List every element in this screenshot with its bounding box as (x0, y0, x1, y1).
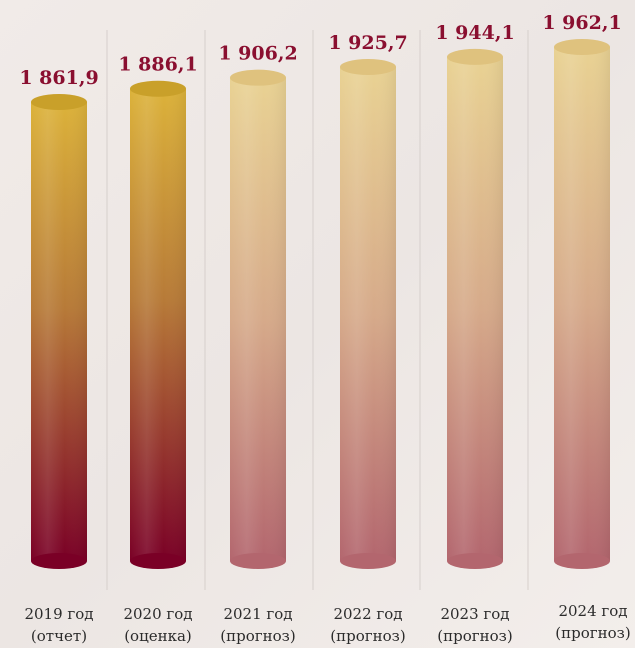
bar-cap (340, 58, 396, 75)
labels-group: 1 861,9 2019 год (отчет) 1 886,1 2020 год (оц… (19, 12, 630, 645)
bar-cap (31, 94, 87, 110)
bars-group (31, 39, 610, 569)
bar-cap (230, 69, 286, 86)
bar-shine (130, 88, 186, 562)
value-label: 1 906,2 (218, 43, 297, 65)
period-type-label: (прогноз) (220, 627, 295, 645)
period-type-label: (прогноз) (330, 627, 405, 645)
bar-shine (31, 102, 87, 561)
bar-shine (447, 56, 503, 561)
bar-2020 (130, 80, 186, 569)
year-label: 2020 год (123, 605, 192, 623)
bar-cap (447, 48, 503, 65)
year-label: 2021 год (223, 605, 292, 623)
year-label: 2023 год (440, 605, 509, 623)
bar-2021 (230, 69, 286, 569)
value-label: 1 925,7 (328, 32, 407, 54)
period-type-label: (прогноз) (555, 624, 630, 642)
bar-2022 (340, 58, 396, 569)
bar-base (340, 553, 396, 569)
bar-base (31, 553, 87, 569)
bar-2019 (31, 94, 87, 569)
period-type-label: (оценка) (124, 627, 192, 645)
bar-base (554, 553, 610, 569)
value-label: 1 861,9 (19, 67, 98, 89)
value-label: 1 944,1 (435, 22, 514, 44)
bar-cap (130, 80, 186, 97)
bar-base (230, 553, 286, 569)
year-label: 2022 год (333, 605, 402, 623)
value-label: 1 962,1 (542, 12, 621, 34)
year-label: 2019 год (24, 605, 93, 623)
year-label: 2024 год (558, 602, 627, 620)
column-separators (106, 30, 529, 590)
period-type-label: (отчет) (31, 627, 87, 645)
period-type-label: (прогноз) (437, 627, 512, 645)
bar-2024 (554, 39, 610, 569)
bar-2023 (447, 48, 503, 569)
bar-shine (230, 77, 286, 562)
bar-shine (554, 47, 610, 561)
bar-base (447, 553, 503, 569)
bar-base (130, 553, 186, 569)
value-label: 1 886,1 (118, 54, 197, 76)
bar-cap (554, 39, 610, 55)
bar-shine (340, 66, 396, 561)
